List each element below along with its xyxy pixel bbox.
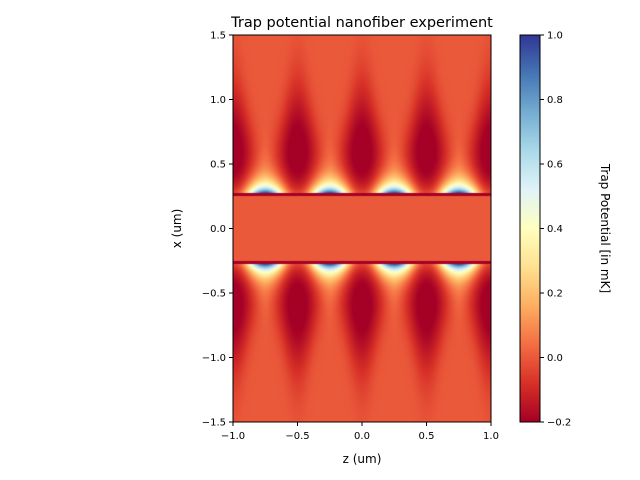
colorbar-tick-label: 0.8 xyxy=(547,95,563,106)
colorbar-ticks: −0.2 0.0 0.2 0.4 0.6 0.8 1.0 xyxy=(540,31,571,429)
y-tick-label: 0.5 xyxy=(210,160,226,171)
colorbar-tick-label: 1.0 xyxy=(547,31,563,42)
x-tick-label: 1.0 xyxy=(483,431,499,442)
colorbar-tick-label: 0.6 xyxy=(547,160,563,171)
colorbar-tick-label: 0.0 xyxy=(547,353,563,364)
x-tick-label: −1.0 xyxy=(221,431,245,442)
x-tick-label: −0.5 xyxy=(285,431,309,442)
colorbar-tick-label: 0.4 xyxy=(547,224,563,235)
y-axis-label: x (um) xyxy=(170,209,184,249)
x-tick-label: 0.0 xyxy=(354,431,370,442)
heatmap-plot: −1.0 −0.5 0.0 0.5 1.0 −1.5 −1.0 −0.5 0.0 0.5 1.0 1… xyxy=(202,31,499,443)
x-axis-ticks: −1.0 −0.5 0.0 0.5 1.0 xyxy=(221,422,499,442)
heatmap-image xyxy=(233,35,491,422)
y-tick-label: −1.0 xyxy=(202,353,226,364)
x-tick-label: 0.5 xyxy=(419,431,435,442)
colorbar-label: Trap Potential [in mK] xyxy=(598,163,612,293)
x-axis-label: z (um) xyxy=(343,452,382,466)
y-tick-label: 1.5 xyxy=(210,31,226,42)
colorbar: −0.2 0.0 0.2 0.4 0.6 0.8 1.0 Trap Potential [i… xyxy=(519,31,612,429)
chart-title: Trap potential nanofiber experiment xyxy=(230,15,493,31)
y-tick-label: −0.5 xyxy=(202,289,226,300)
colorbar-gradient xyxy=(519,34,541,423)
y-axis-ticks: −1.5 −1.0 −0.5 0.0 0.5 1.0 1.5 xyxy=(202,31,233,429)
colorbar-tick-label: −0.2 xyxy=(547,418,571,429)
colorbar-tick-label: 0.2 xyxy=(547,289,563,300)
y-tick-label: −1.5 xyxy=(202,418,226,429)
y-tick-label: 1.0 xyxy=(210,95,226,106)
y-tick-label: 0.0 xyxy=(210,224,226,235)
